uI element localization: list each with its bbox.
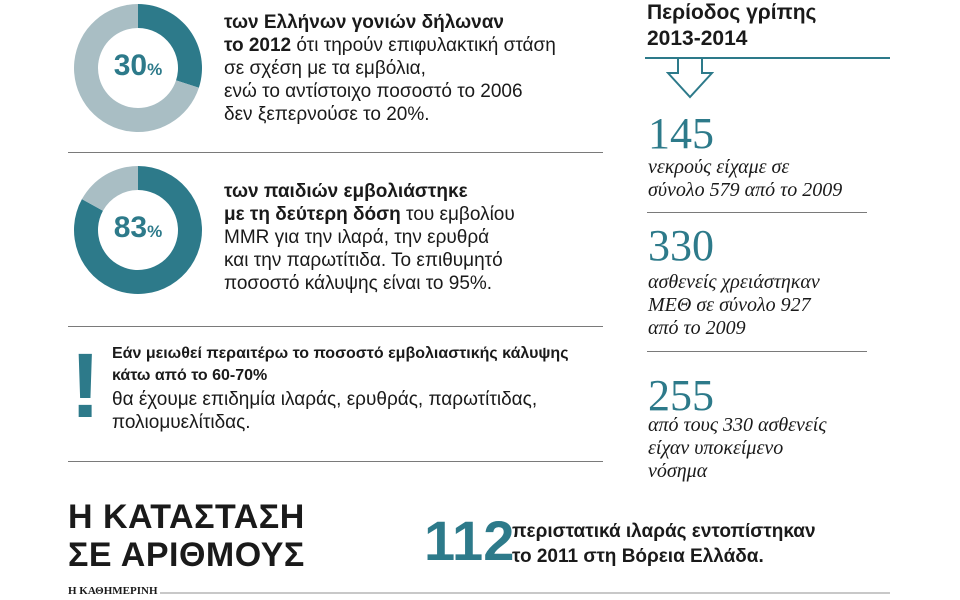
warning-line4: πολιομυελίτιδας. <box>112 412 251 433</box>
flu-title-line2: 2013-2014 <box>647 27 748 50</box>
warning-line3: θα έχουμε επιδημία ιλαράς, ερυθράς, παρω… <box>112 389 538 410</box>
flu-value-2: 330 <box>648 221 714 270</box>
flu-desc-2-line3: από το 2009 <box>648 317 746 339</box>
headline-line2: ΣΕ ΑΡΙΘΜΟΥΣ <box>68 536 305 574</box>
flu-desc-3-line1: από τους 330 ασθενείς <box>648 414 827 436</box>
measles-line2: το 2011 στη Βόρεια Ελλάδα. <box>512 546 764 567</box>
donut-chart-30: 30% <box>72 2 204 134</box>
footer-rule <box>160 592 890 594</box>
divider-2 <box>68 326 603 327</box>
divider-1 <box>68 152 603 153</box>
stat1-line5: δεν ξεπερνούσε το 20%. <box>224 104 430 125</box>
stat2-rest: του εμβολίου <box>400 204 515 225</box>
stat1-line4: ενώ το αντίστοιχο ποσοστό το 2006 <box>224 81 523 102</box>
stat2-bold1: των παιδιών εμβολιάστηκε <box>224 181 468 202</box>
donut-svg-83 <box>74 166 202 294</box>
stat2-line3: MMR για την ιλαρά, την ερυθρά <box>224 227 490 248</box>
flu-title-line1: Περίοδος γρίπης <box>647 1 817 24</box>
flu-title: Περίοδος γρίπης 2013-2014 <box>647 0 816 52</box>
stat1-bold2: το 2012 <box>224 35 292 56</box>
flu-value-1: 145 <box>648 109 714 158</box>
stat1-line3: σε σχέση με τα εμβόλια, <box>224 58 426 79</box>
donut-label-30: 30% <box>72 49 204 83</box>
flu-desc-2-line1: ασθενείς χρειάστηκαν <box>648 271 820 293</box>
exclamation-icon: ! <box>70 335 101 437</box>
brand-logo: Η ΚΑΘΗΜΕΡΙΝΗ <box>68 585 158 597</box>
measles-value: 112 <box>424 509 515 572</box>
flu-title-rule <box>645 57 890 59</box>
stat1-text: των Ελλήνων γονιών δήλωναν το 2012 ότι τ… <box>224 11 604 126</box>
donut-unit-30: % <box>147 60 163 79</box>
donut-slice-0-0 <box>138 4 202 88</box>
warning-text: Εάν μειωθεί περαιτέρω το ποσοστό εμβολια… <box>112 343 607 434</box>
donut-value-30: 30 <box>113 49 148 82</box>
stat1-rest: ότι τηρούν επιφυλακτική στάση <box>291 35 556 56</box>
headline-line1: Η ΚΑΤΑΣΤΑΣΗ <box>68 498 305 536</box>
stat1-bold: των Ελλήνων γονιών δήλωναν <box>224 12 504 33</box>
stat2-bold2: με τη δεύτερη δόση <box>224 204 401 225</box>
flu-value-3: 255 <box>648 371 714 420</box>
warning-bold1: Εάν μειωθεί περαιτέρω το ποσοστό εμβολια… <box>112 345 569 362</box>
donut-label-83: 83% <box>72 211 204 245</box>
flu-divider-2 <box>647 351 867 352</box>
donut-svg-30 <box>74 4 202 133</box>
measles-line1: περιστατικά ιλαράς εντοπίστηκαν <box>512 521 816 542</box>
flu-divider-1 <box>647 212 867 213</box>
measles-text: περιστατικά ιλαράς εντοπίστηκαν το 2011 … <box>512 519 816 569</box>
warning-bold2: κάτω από το 60-70% <box>112 367 268 384</box>
donut-slice-1-1 <box>81 166 138 211</box>
donut-slice-0-1 <box>74 4 199 133</box>
flu-desc-2-line2: ΜΕΘ σε σύνολο 927 <box>648 294 811 316</box>
flu-desc-1-line1: νεκρούς είχαμε σε <box>648 156 790 178</box>
donut-unit-83: % <box>147 222 163 241</box>
headline: Η ΚΑΤΑΣΤΑΣΗ ΣΕ ΑΡΙΘΜΟΥΣ <box>68 498 305 574</box>
flu-desc-3: από τους 330 ασθενείς είχαν υποκείμενο ν… <box>648 414 826 483</box>
flu-desc-1: νεκρούς είχαμε σε σύνολο 579 από το 2009 <box>648 156 842 202</box>
donut-slice-1-0 <box>74 166 202 294</box>
stat2-line4: και την παρωτίτιδα. Το επιθυμητό <box>224 250 503 271</box>
flu-desc-2: ασθενείς χρειάστηκαν ΜΕΘ σε σύνολο 927 α… <box>648 271 820 340</box>
down-arrow-icon <box>666 59 714 99</box>
divider-3 <box>68 461 603 462</box>
flu-desc-1-line2: σύνολο 579 από το 2009 <box>648 179 843 201</box>
stat2-text: των παιδιών εμβολιάστηκε με τη δεύτερη δ… <box>224 180 604 295</box>
flu-desc-3-line2: είχαν υποκείμενο <box>648 437 784 459</box>
stat2-line5: ποσοστό κάλυψης είναι το 95%. <box>224 273 493 294</box>
donut-value-83: 83 <box>113 211 148 244</box>
flu-desc-3-line3: νόσημα <box>648 460 708 482</box>
donut-chart-83: 83% <box>72 164 204 296</box>
